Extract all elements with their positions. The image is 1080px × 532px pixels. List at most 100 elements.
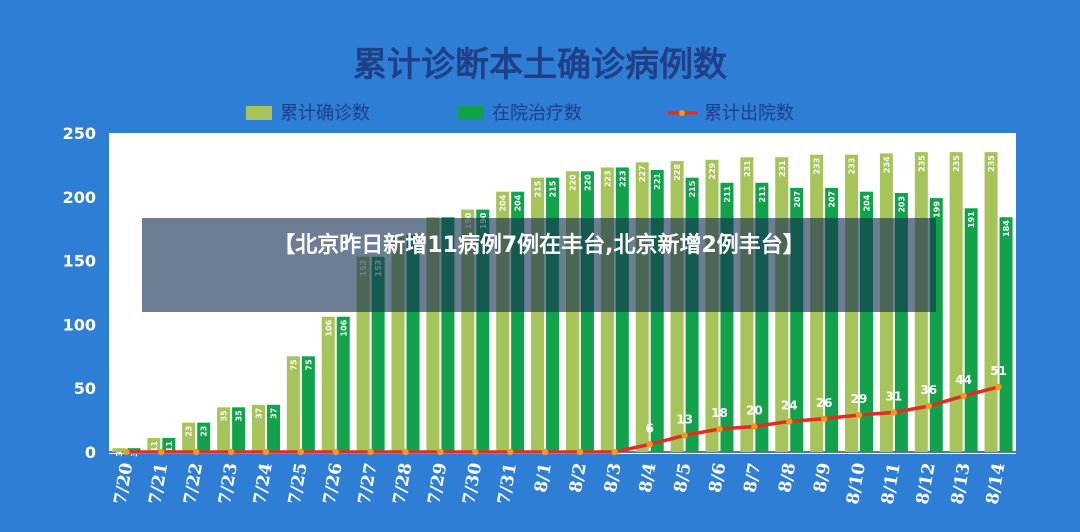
y-tick-label: 200 [63, 188, 96, 207]
discharge-point [576, 448, 584, 456]
treatment-bar [162, 437, 176, 452]
x-tick-label: 7/25 [285, 461, 312, 506]
x-tick-label: 8/9 [810, 461, 835, 494]
headline-banner: 【北京昨日新增11病例7例在丰台,北京新增2例丰台】 [142, 218, 936, 312]
discharge-value-label: 31 [886, 389, 903, 403]
treatment-bar [232, 407, 246, 452]
total-bar [321, 316, 335, 452]
treatment-bar-label: 203 [897, 196, 906, 213]
legend-discharge-marker [679, 110, 685, 116]
treatment-bar-label: 199 [932, 201, 941, 218]
legend-treatment-label: 在院治疗数 [492, 103, 582, 124]
discharge-point [402, 448, 409, 456]
total-bar [217, 407, 231, 452]
y-tick-label: 100 [63, 315, 96, 334]
x-tick-label: 8/14 [983, 461, 1010, 506]
x-tick-label: 8/13 [948, 461, 975, 506]
discharge-value-label: 51 [990, 364, 1007, 378]
total-bar [286, 356, 300, 452]
total-bar-label: 75 [289, 359, 298, 371]
total-bar-label: 227 [638, 165, 647, 182]
x-tick-label: 8/5 [671, 461, 696, 494]
treatment-bar [266, 404, 280, 452]
treatment-bar-label: 211 [758, 185, 767, 202]
treatment-bar-label: 215 [549, 180, 558, 197]
legend-treatment-swatch [458, 106, 484, 120]
total-bar-label: 229 [708, 162, 717, 179]
discharge-value-label: 44 [955, 373, 972, 387]
discharge-point [646, 441, 653, 448]
total-bar-label: 235 [987, 155, 996, 172]
treatment-bar-label: 215 [688, 180, 697, 197]
discharge-point [506, 448, 514, 456]
x-tick-label: 7/26 [320, 461, 347, 506]
treatment-bar-label: 220 [583, 174, 592, 191]
total-bar-label: 37 [254, 408, 263, 419]
discharge-point [681, 432, 688, 439]
discharge-point [193, 448, 200, 456]
treatment-bar-label: 11 [165, 441, 174, 453]
x-tick-label: 8/7 [740, 461, 765, 494]
legend: 累计确诊数 在院治疗数 累计出院数 [246, 103, 794, 124]
treatment-bar-label: 106 [339, 319, 348, 336]
x-tick-label: 8/11 [878, 461, 905, 506]
discharge-value-label: 29 [851, 392, 868, 406]
discharge-value-label: 18 [711, 406, 728, 420]
y-tick-label: 0 [85, 443, 96, 462]
y-tick-label: 50 [74, 379, 96, 398]
y-tick-label: 150 [63, 252, 96, 271]
x-tick-label: 7/24 [250, 461, 277, 506]
discharge-series: 6 13 18 20 24 26 29 31 36 44 51 [123, 364, 1007, 456]
x-tick-label: 7/22 [180, 461, 207, 506]
x-tick-label: 8/3 [601, 461, 626, 494]
total-bar-label: 233 [813, 158, 822, 175]
discharge-value-label: 36 [920, 383, 937, 397]
legend-total-label: 累计确诊数 [280, 103, 370, 124]
treatment-bar-label: 207 [828, 191, 837, 208]
x-tick-label: 7/30 [459, 461, 486, 506]
treatment-bar-label: 221 [653, 173, 662, 190]
discharge-point [472, 448, 479, 456]
treatment-bar-label: 184 [1002, 220, 1011, 237]
x-tick-label: 7/21 [145, 461, 172, 506]
total-bar-label: 235 [952, 155, 961, 172]
treatment-bar [964, 208, 978, 452]
total-bar-label: 234 [882, 156, 891, 173]
total-bar [182, 422, 196, 452]
treatment-bar-label: 37 [269, 408, 278, 419]
discharge-line [126, 385, 1000, 454]
discharge-value-label: 20 [746, 403, 763, 417]
discharge-point [786, 418, 793, 425]
legend-discharge-label: 累计出院数 [704, 103, 794, 124]
discharge-value-label: 24 [781, 398, 798, 412]
total-bar-label: 204 [499, 194, 508, 211]
treatment-bar-label: 204 [863, 194, 872, 211]
treatment-bar [301, 356, 315, 452]
total-bar-label: 233 [848, 158, 857, 175]
x-tick-label: 8/4 [636, 461, 661, 494]
y-tick-label: 250 [63, 124, 96, 143]
discharge-point [925, 402, 932, 410]
total-bar-label: 3 [115, 451, 124, 457]
discharge-value-label: 13 [676, 412, 693, 426]
x-tick-label: 8/10 [843, 461, 870, 506]
x-tick-label: 8/2 [566, 461, 591, 494]
treatment-bar [999, 217, 1013, 452]
discharge-point [297, 448, 305, 456]
discharge-point [541, 448, 549, 456]
discharge-point [855, 411, 863, 419]
discharge-point [123, 448, 130, 456]
total-bar [949, 152, 963, 452]
treatment-bar-label: 207 [793, 191, 802, 208]
x-tick-label: 7/20 [110, 461, 137, 506]
x-tick-label: 7/31 [494, 461, 521, 506]
x-tick-label: 8/12 [913, 461, 940, 506]
treatment-bar-label: 223 [618, 170, 627, 187]
total-bar-label: 106 [324, 319, 333, 336]
discharge-point [367, 448, 374, 456]
total-bar-label: 223 [603, 170, 612, 187]
treatment-bar-label: 3 [130, 451, 139, 457]
treatment-bar [197, 422, 211, 452]
chart-title: 累计诊断本土确诊病例数 [353, 45, 727, 85]
discharge-value-label: 26 [816, 396, 833, 410]
